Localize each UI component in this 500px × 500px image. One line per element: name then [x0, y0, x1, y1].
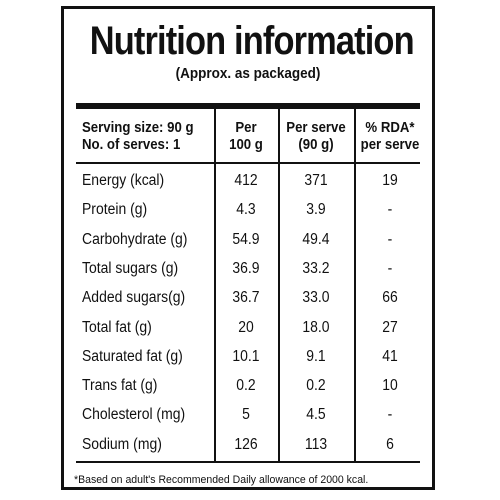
value-per-serve: 371	[304, 172, 328, 189]
value-per-serve: 9.1	[306, 347, 326, 365]
value-rda: 41	[382, 347, 398, 365]
panel-title: Nutrition information	[89, 19, 415, 63]
header-rule-bottom	[76, 162, 420, 164]
col-header-per-100g: Per 100 g	[218, 119, 274, 153]
number-of-serves: No. of serves: 1	[82, 136, 181, 153]
nutrient-name: Total fat (g)	[82, 318, 152, 336]
value-per-100g: 5	[242, 406, 250, 424]
serving-info: Serving size: 90 g No. of serves: 1	[82, 119, 194, 153]
col-header-per-serve-line1: Per serve	[286, 119, 346, 136]
value-per-100g: 4.3	[236, 201, 256, 219]
table-rule-bottom	[76, 461, 420, 463]
nutrient-name: Sodium (mg)	[82, 435, 162, 453]
nutrient-row: Protein (g) 4.3 3.9 -	[64, 196, 432, 224]
value-per-100g: 0.2	[236, 377, 256, 395]
value-per-100g: 126	[234, 435, 258, 453]
value-rda: -	[387, 230, 393, 248]
value-rda: 10	[382, 377, 398, 395]
col-header-rda: % RDA* per serve	[358, 119, 421, 153]
value-per-serve: 49.4	[302, 230, 330, 248]
value-per-100g: 36.7	[232, 289, 260, 307]
panel-subtitle: (Approx. as packaged)	[175, 65, 321, 82]
nutrient-name: Protein (g)	[82, 201, 148, 219]
header-rule-top	[76, 103, 420, 109]
nutrient-name: Total sugars (g)	[82, 259, 179, 277]
value-per-serve: 113	[304, 435, 328, 453]
nutrient-row: Carbohydrate (g) 54.9 49.4 -	[64, 226, 432, 254]
nutrient-row: Saturated fat (g) 10.1 9.1 41	[64, 343, 432, 371]
value-per-serve: 3.9	[306, 201, 326, 219]
value-per-100g: 412	[234, 172, 258, 189]
col-header-per-serve: Per serve (90 g)	[283, 119, 350, 153]
nutrient-name: Trans fat (g)	[82, 377, 158, 395]
footnote: *Based on adult's Recommended Daily allo…	[74, 474, 369, 486]
column-divider-1	[214, 109, 216, 462]
col-header-per-100g-line1: Per	[235, 119, 257, 136]
nutrient-row: Cholesterol (mg) 5 4.5 -	[64, 401, 432, 429]
value-rda: 6	[386, 435, 394, 453]
serving-size: Serving size: 90 g	[82, 119, 194, 136]
nutrient-row: Added sugars(g) 36.7 33.0 66	[64, 284, 432, 312]
nutrition-panel: Nutrition information (Approx. as packag…	[61, 6, 435, 490]
column-divider-3	[354, 109, 356, 462]
nutrient-row: Total fat (g) 20 18.0 27	[64, 314, 432, 342]
nutrient-name: Cholesterol (mg)	[82, 406, 186, 424]
value-per-100g: 36.9	[232, 259, 260, 277]
nutrient-name: Carbohydrate (g)	[82, 230, 188, 248]
value-per-100g: 10.1	[232, 347, 260, 365]
value-per-100g: 54.9	[232, 230, 260, 248]
value-rda: -	[387, 259, 393, 277]
value-per-serve: 33.0	[302, 289, 330, 307]
nutrient-name: Added sugars(g)	[82, 289, 186, 307]
value-per-serve: 33.2	[302, 259, 330, 277]
nutrient-name: Energy (kcal)	[82, 172, 165, 189]
value-rda: 19	[382, 172, 398, 189]
value-rda: -	[387, 201, 393, 219]
value-per-serve: 0.2	[306, 377, 326, 395]
nutrient-name: Saturated fat (g)	[82, 347, 183, 365]
nutrient-row: Sodium (mg) 126 113 6	[64, 431, 432, 459]
col-header-per-100g-line2: 100 g	[229, 136, 263, 153]
nutrient-row: Energy (kcal) 412 371 19	[64, 167, 432, 195]
value-rda: -	[387, 406, 393, 424]
col-header-per-serve-line2: (90 g)	[298, 136, 334, 153]
nutrient-row: Trans fat (g) 0.2 0.2 10	[64, 372, 432, 400]
value-per-serve: 4.5	[306, 406, 326, 424]
col-header-rda-line2: per serve	[360, 136, 420, 153]
column-divider-2	[278, 109, 280, 462]
value-rda: 27	[382, 318, 398, 336]
nutrient-row: Total sugars (g) 36.9 33.2 -	[64, 255, 432, 283]
value-per-100g: 20	[238, 318, 254, 336]
value-per-serve: 18.0	[302, 318, 330, 336]
value-rda: 66	[382, 289, 398, 307]
col-header-rda-line1: % RDA*	[365, 119, 415, 136]
